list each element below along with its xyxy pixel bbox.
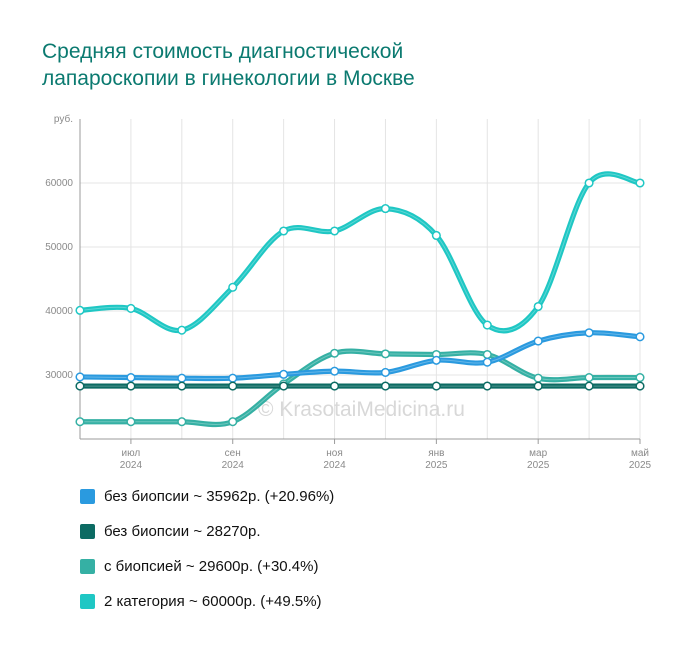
- legend-item-2: без биопсии ~ 28270р.: [80, 523, 334, 540]
- legend-swatch-2: [80, 524, 95, 539]
- series-3-point-2: [126, 417, 136, 427]
- series-3-point-10: [533, 373, 543, 383]
- series-4-point-3: [177, 325, 187, 335]
- x-tick-month-label: ноя: [326, 448, 343, 459]
- series-3-point-7: [380, 349, 391, 359]
- series-3-point-12: [635, 373, 645, 383]
- series-2-point-4: [228, 381, 238, 391]
- series-line-1: [77, 330, 643, 382]
- legend-item-3: с биопсией ~ 29600р. (+30.4%): [80, 558, 334, 575]
- series-2-point-1: [75, 381, 85, 391]
- series-1-point-1: [75, 372, 85, 382]
- y-tick-label: 60000: [45, 178, 73, 189]
- x-tick-year-label: 2025: [425, 460, 448, 471]
- series-line-highlight-4: [79, 173, 641, 332]
- series-1-point-6: [329, 366, 340, 376]
- series-1-point-5: [279, 369, 289, 379]
- series-4-point-7: [380, 204, 391, 214]
- x-tick-year-label: 2025: [527, 460, 550, 471]
- series-4-point-2: [126, 303, 136, 313]
- x-tick-year-label: 2024: [120, 460, 143, 471]
- series-2-point-6: [329, 381, 340, 391]
- legend-label-4: 2 категория ~ 60000р. (+49.5%): [104, 593, 322, 610]
- legend-swatch-1: [80, 489, 95, 504]
- series-2-point-5: [279, 381, 289, 391]
- series-2-point-7: [380, 381, 391, 391]
- series-4-point-10: [533, 301, 543, 312]
- x-tick-month-label: мар: [529, 448, 547, 459]
- chart-title: Средняя стоимость диагностической лапаро…: [42, 38, 662, 92]
- series-1-point-4: [228, 373, 238, 383]
- series-1-point-8: [431, 355, 441, 365]
- chart-grid: [79, 119, 641, 439]
- x-tick-year-label: 2024: [222, 460, 245, 471]
- series-3-point-9: [482, 349, 492, 360]
- x-tick-year-label: 2025: [629, 460, 652, 471]
- series-1-point-3: [177, 373, 187, 383]
- series-4-point-9: [482, 320, 492, 330]
- y-tick-label: 50000: [45, 242, 73, 253]
- series-4-point-1: [75, 305, 85, 315]
- series-2-point-9: [482, 381, 492, 391]
- legend-swatch-4: [80, 594, 95, 609]
- series-3-point-11: [584, 373, 594, 383]
- series-2-point-10: [533, 381, 543, 391]
- series-line-4: [77, 171, 643, 334]
- x-tick-month-label: май: [631, 448, 649, 459]
- legend-item-4: 2 категория ~ 60000р. (+49.5%): [80, 593, 334, 610]
- series-1-point-10: [533, 336, 543, 346]
- series-1-point-12: [635, 332, 645, 342]
- series-3-point-3: [177, 417, 187, 427]
- series-4-point-12: [635, 178, 645, 188]
- series-2-point-11: [584, 381, 594, 391]
- series-3-point-4: [228, 417, 238, 427]
- x-tick-month-label: янв: [428, 448, 444, 459]
- series-1-point-11: [584, 328, 594, 338]
- legend-label-3: с биопсией ~ 29600р. (+30.4%): [104, 558, 319, 575]
- chart-title-line-2: лапароскопии в гинекологии в Москве: [42, 67, 415, 90]
- chart-legend: без биопсии ~ 35962р. (+20.96%) без биопс…: [80, 488, 334, 628]
- watermark: © KrasotaiMedicina.ru: [258, 398, 465, 421]
- series-4-point-6: [329, 226, 340, 236]
- x-tick-month-label: июл: [122, 448, 141, 459]
- legend-swatch-3: [80, 559, 95, 574]
- legend-item-1: без биопсии ~ 35962р. (+20.96%): [80, 488, 334, 505]
- y-tick-label: 30000: [45, 370, 73, 381]
- chart-series: [75, 171, 645, 428]
- series-2-point-8: [431, 381, 441, 391]
- legend-label-2: без биопсии ~ 28270р.: [104, 523, 261, 540]
- series-3-point-6: [329, 348, 340, 358]
- series-1-point-7: [380, 367, 391, 377]
- y-tick-label: 40000: [45, 306, 73, 317]
- chart-title-line-1: Средняя стоимость диагностической: [42, 40, 404, 63]
- series-2-point-12: [635, 381, 645, 391]
- x-tick-month-label: сен: [225, 448, 241, 459]
- x-tick-year-label: 2024: [323, 460, 346, 471]
- series-1-point-9: [482, 357, 492, 367]
- series-4-point-11: [584, 178, 594, 188]
- series-4-point-5: [279, 226, 289, 236]
- series-4-point-4: [228, 282, 238, 292]
- legend-label-1: без биопсии ~ 35962р. (+20.96%): [104, 488, 335, 505]
- y-axis-label: руб.: [54, 113, 73, 125]
- series-2-point-2: [126, 381, 136, 391]
- series-2-point-3: [177, 381, 187, 391]
- series-4-point-8: [431, 230, 441, 241]
- series-3-point-1: [75, 417, 85, 427]
- series-1-point-2: [126, 373, 136, 383]
